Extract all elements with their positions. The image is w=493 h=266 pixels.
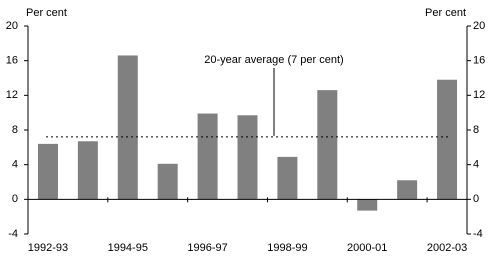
bar	[437, 79, 458, 200]
y2-axis-label: Per cent	[425, 7, 466, 19]
annotation: 20-year average (7 per cent)	[204, 54, 343, 66]
x-tick-label: 1994-95	[108, 242, 148, 254]
y2-tick-label: 4	[473, 159, 479, 171]
bar	[117, 55, 138, 200]
bar	[197, 113, 218, 200]
y-axis-label: Per cent	[26, 7, 67, 19]
y2-tick-label: 20	[473, 20, 485, 32]
bar	[357, 199, 378, 211]
x-tick-label: 2002-03	[427, 242, 467, 254]
x-tick-label: 2000-01	[347, 242, 387, 254]
y2-tick-label: 8	[473, 124, 479, 136]
bar	[77, 141, 98, 200]
y2-tick-label: 16	[473, 55, 485, 67]
y-tick-label: 0	[12, 193, 18, 205]
y-tick-label: 12	[6, 89, 18, 101]
bar	[157, 163, 178, 200]
bar	[37, 143, 58, 200]
bar	[237, 115, 258, 200]
y-tick-label: 20	[6, 20, 18, 32]
bar	[317, 90, 338, 200]
y-tick-label: 4	[12, 159, 18, 171]
bar	[277, 156, 298, 200]
bar	[397, 180, 418, 200]
y2-tick-label: 0	[473, 193, 479, 205]
x-tick-label: 1996-97	[187, 242, 227, 254]
y-tick-label: -4	[8, 228, 18, 240]
y-tick-label: 16	[6, 55, 18, 67]
y2-tick-label: -4	[473, 228, 483, 240]
y2-tick-label: 12	[473, 89, 485, 101]
y-tick-label: 8	[12, 124, 18, 136]
x-tick-label: 1998-99	[267, 242, 307, 254]
x-tick-label: 1992-93	[28, 242, 68, 254]
